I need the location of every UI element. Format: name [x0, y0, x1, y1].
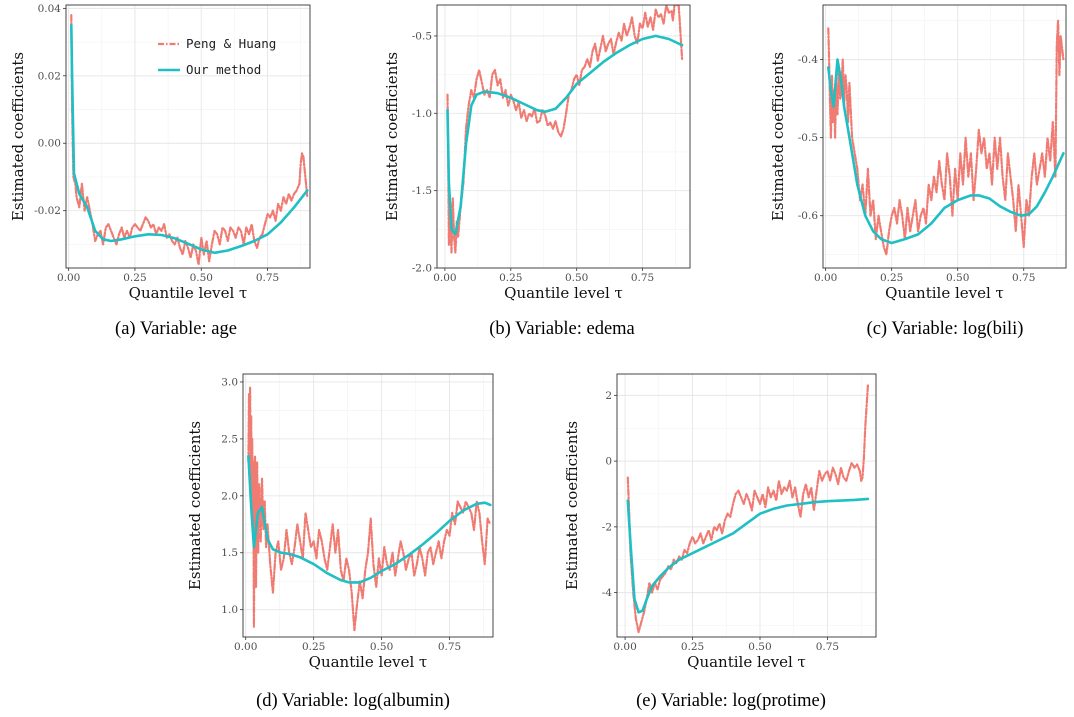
- plot-frame: [242, 373, 494, 638]
- legend-label-peng-huang: Peng & Huang: [186, 36, 276, 51]
- y-tick-label: -4: [602, 587, 613, 599]
- y-tick-label: 0: [605, 456, 612, 468]
- plot-frame: [436, 4, 691, 269]
- chart-panel-2: 0.00 0.25 0.50 0.75 -2.0 -1.5 -1.0 -0.5 Quantile…: [383, 4, 691, 339]
- y-tick-label: 3.0: [221, 376, 238, 388]
- panel-caption: (e) Variable: log(protime): [636, 691, 826, 711]
- x-tick-label: 0.50: [748, 641, 771, 653]
- panel-caption: (c) Variable: log(bili): [867, 319, 1024, 339]
- series-line-peng-huang: [626, 384, 869, 634]
- series-line-our-method: [446, 34, 684, 236]
- series-line-our-method: [827, 58, 1065, 245]
- chart-panel-3: 0.00 0.25 0.50 0.75 -0.6 -0.5 -0.4 Quantile lev…: [769, 4, 1067, 339]
- x-tick-label: 0.25: [123, 272, 146, 284]
- x-tick-label: 0.50: [946, 272, 969, 284]
- series-line-peng-huang: [247, 386, 492, 632]
- y-tick-label: 2.0: [221, 490, 238, 502]
- y-axis-label: Estimated coefficients: [563, 421, 581, 590]
- chart-panel-4: 0.00 0.25 0.50 0.75 1.0 1.5 2.0 2.5 3.0 Quantile …: [186, 373, 494, 711]
- series-line-peng-huang: [70, 14, 309, 266]
- y-tick-label: 1.0: [221, 604, 238, 616]
- panel-caption: (d) Variable: log(albumin): [256, 691, 450, 711]
- x-tick-label: 0.25: [302, 641, 325, 653]
- y-tick-label: 2.5: [221, 433, 238, 445]
- legend-label-our-method: Our method: [186, 62, 261, 77]
- x-tick-label: 0.00: [433, 272, 456, 284]
- y-tick-label: 0.04: [38, 3, 62, 15]
- x-tick-label: 0.75: [256, 272, 279, 284]
- y-tick-label: 0.00: [38, 138, 61, 150]
- x-tick-label: 0.75: [438, 641, 461, 653]
- series-line-peng-huang: [446, 5, 684, 254]
- series-line-peng-huang: [827, 19, 1065, 256]
- x-tick-label: 0.50: [565, 272, 588, 284]
- y-tick-label: -2.0: [412, 263, 432, 275]
- y-tick-label: -1.0: [412, 108, 432, 120]
- x-tick-label: 0.75: [1012, 272, 1035, 284]
- x-tick-label: 0.75: [816, 641, 839, 653]
- panel-caption: (b) Variable: edema: [489, 319, 635, 339]
- x-axis-label: Quantile level τ: [504, 284, 623, 302]
- plot-frame: [65, 4, 311, 269]
- y-tick-label: 1.5: [221, 547, 238, 559]
- x-axis-label: Quantile level τ: [129, 284, 248, 302]
- y-tick-label: -0.4: [798, 54, 819, 66]
- plot-frame: [822, 4, 1067, 269]
- y-tick-label: -0.5: [412, 30, 432, 42]
- series-line-our-method: [70, 23, 309, 255]
- y-tick-label: 2: [605, 390, 612, 402]
- x-axis-label: Quantile level τ: [885, 284, 1004, 302]
- x-tick-label: 0.25: [880, 272, 903, 284]
- series-line-our-method: [626, 497, 870, 614]
- y-tick-label: -1.5: [412, 185, 432, 197]
- y-tick-label: -0.5: [798, 132, 818, 144]
- chart-panel-5: 0.00 0.25 0.50 0.75 -4 -2 0 2 Quantile level τ Es…: [563, 373, 877, 711]
- x-tick-label: 0.50: [370, 641, 393, 653]
- y-tick-label: 0.02: [38, 70, 61, 82]
- y-axis-label: Estimated coefficients: [186, 421, 204, 590]
- x-tick-label: 0.25: [681, 641, 704, 653]
- y-axis-label: Estimated coefficients: [383, 52, 401, 221]
- chart-panel-1: 0.00 0.25 0.50 0.75 -0.02 0.00 0.02 0.04 Quantil…: [9, 3, 311, 339]
- x-tick-label: 0.00: [814, 272, 837, 284]
- x-tick-label: 0.00: [234, 641, 257, 653]
- y-tick-label: -0.6: [798, 210, 819, 222]
- series-line-our-method: [247, 454, 492, 584]
- x-axis-label: Quantile level τ: [687, 653, 806, 671]
- y-tick-label: -0.02: [34, 205, 61, 217]
- y-axis-label: Estimated coefficients: [9, 52, 27, 221]
- x-tick-label: 0.00: [613, 641, 636, 653]
- y-axis-label: Estimated coefficients: [769, 52, 787, 221]
- y-tick-label: -2: [602, 521, 612, 533]
- x-tick-label: 0.75: [631, 272, 654, 284]
- plot-frame: [616, 373, 877, 638]
- legend: Peng & Huang Our method: [158, 36, 276, 77]
- x-tick-label: 0.00: [57, 272, 80, 284]
- x-tick-label: 0.50: [190, 272, 213, 284]
- x-axis-label: Quantile level τ: [309, 653, 428, 671]
- x-tick-label: 0.25: [499, 272, 522, 284]
- panel-caption: (a) Variable: age: [115, 319, 237, 339]
